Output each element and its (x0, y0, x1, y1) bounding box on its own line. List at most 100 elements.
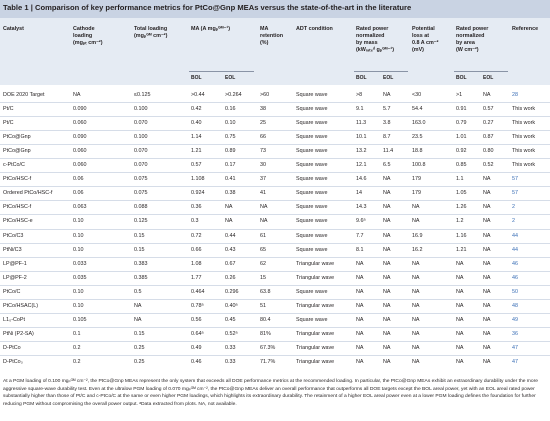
table-cell: This work (512, 120, 536, 127)
table-cell: 0.060 (73, 148, 87, 155)
table-cell: Triangular wave (296, 274, 335, 281)
header-rated-area-line-2: by area (456, 40, 475, 46)
table-cell[interactable]: 57 (512, 176, 518, 183)
table-cell: 0.10 (73, 302, 84, 309)
table-cell: Square wave (296, 176, 328, 183)
table-cell[interactable]: 2 (512, 218, 515, 225)
row-catalyst: LP@PF-2 (3, 274, 27, 281)
row-separator (0, 284, 550, 286)
table-cell: 0.89 (225, 148, 236, 155)
table-cell: 25 (260, 120, 266, 127)
table-cell[interactable]: 50 (512, 288, 518, 295)
table-cell: 1.08 (191, 260, 202, 267)
header-ma-line-0: MA (A mgₚᴳᴹ⁻¹) (191, 26, 230, 32)
header-ma-retention-line-1: retention (260, 33, 284, 39)
row-catalyst: PtCo/C (3, 288, 21, 295)
table-cell[interactable]: 48 (512, 302, 518, 309)
table-cell: 0.924 (191, 190, 205, 197)
table-cell: NA (383, 330, 391, 337)
table-cell: 9.6ᵃ (356, 218, 366, 225)
table-title-text: Comparison of key performance metrics fo… (34, 3, 412, 12)
table-cell: 0.296 (225, 288, 239, 295)
table-cell: NA (356, 288, 364, 295)
table-cell[interactable]: 57 (512, 190, 518, 197)
table-cell: 0.33 (225, 358, 236, 365)
header-catalyst: Catalyst (3, 26, 24, 32)
table-cell: 0.075 (134, 190, 148, 197)
row-separator (0, 200, 550, 202)
header-rated-area-line-3: (W cm⁻²) (456, 47, 479, 53)
table-cell: <30 (412, 92, 422, 98)
table-cell: Triangular wave (296, 358, 335, 365)
table-cell: 0.33 (225, 344, 236, 351)
table-cell: 0.033 (73, 260, 87, 267)
table-cell: 0.15 (134, 232, 145, 239)
table-cell[interactable]: 28 (512, 92, 518, 98)
table-cell[interactable]: 36 (512, 330, 518, 337)
table-cell[interactable]: 2 (512, 204, 515, 211)
table-cell: 0.67 (225, 260, 236, 267)
table-cell: >0.264 (225, 92, 242, 98)
row-catalyst: PtCo@Gnp (3, 134, 31, 141)
rule-area-split (454, 71, 508, 72)
table-cell[interactable]: 47 (512, 358, 518, 365)
rule-mass-split (354, 71, 408, 72)
table-cell: 0.91 (456, 106, 467, 113)
table-cell: 1.1 (456, 176, 464, 183)
table-cell: 0.1 (73, 330, 81, 337)
table-cell: 37 (260, 176, 266, 183)
table-cell: NA (225, 218, 233, 225)
table-cell: 0.80 (483, 148, 494, 155)
table-cell[interactable]: 44 (512, 246, 518, 253)
table-cell: 0.060 (73, 162, 87, 169)
table-cell: 0.035 (73, 274, 87, 281)
table-cell: 0.75 (225, 134, 236, 141)
table-cell: NA (456, 274, 464, 281)
rule-ma-split (189, 71, 254, 72)
table-cell: NA (383, 288, 391, 295)
table-cell: 81% (260, 330, 271, 337)
table-cell: 1.05 (456, 190, 467, 197)
table-cell: NA (483, 330, 491, 337)
table-cell: 0.66 (191, 246, 202, 253)
table-cell: 0.10 (73, 218, 84, 225)
table-cell: 1.16 (456, 232, 467, 239)
table-cell: 54.4 (412, 106, 423, 113)
table-title-bar: Table 1 | Comparison of key performance … (0, 0, 550, 18)
table-cell: 0.125 (134, 218, 148, 225)
header-cathode-line-1: loading (73, 33, 93, 39)
table-cell[interactable]: 46 (512, 274, 518, 281)
table-cell[interactable]: 46 (512, 260, 518, 267)
table-cell: NA (412, 302, 420, 309)
table-cell: NA (383, 204, 391, 211)
table-cell: NA (483, 218, 491, 225)
table-cell: 0.2 (73, 358, 81, 365)
table-cell: NA (73, 92, 81, 98)
table-cell: 41 (260, 190, 266, 197)
table-cell[interactable]: 44 (512, 232, 518, 239)
table-cell: NA (412, 344, 420, 351)
table-cell: 11.4 (383, 148, 394, 155)
table-cell: 0.070 (134, 162, 148, 169)
table-cell[interactable]: 47 (512, 344, 518, 351)
table-cell[interactable]: 49 (512, 316, 518, 323)
table-cell: NA (412, 316, 420, 323)
row-catalyst: PtCo@Gnp (3, 148, 31, 155)
row-separator (0, 116, 550, 118)
table-cell: Square wave (296, 162, 328, 169)
row-catalyst: LP@PF-1 (3, 260, 27, 267)
table-cell: >8 (356, 92, 363, 98)
row-separator (0, 214, 550, 216)
header-area-bol: BOL (456, 75, 467, 81)
table-cell: NA (483, 190, 491, 197)
header-mass-eol: EOL (383, 75, 394, 81)
table-cell: 0.57 (483, 106, 494, 113)
table-cell: 7.7 (356, 232, 364, 239)
header-ma-retention-line-2: (%) (260, 40, 269, 46)
table-cell: NA (383, 358, 391, 365)
table-cell: Square wave (296, 232, 328, 239)
table-cell: This work (512, 134, 536, 141)
table-cell: NA (383, 344, 391, 351)
table-cell: 10.1 (356, 134, 367, 141)
table-cell: 12.1 (356, 162, 367, 169)
